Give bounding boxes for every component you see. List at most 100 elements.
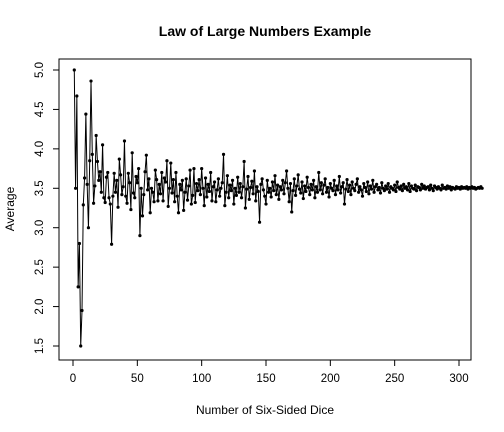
data-point [381, 186, 385, 190]
data-point [216, 177, 220, 181]
data-point [413, 183, 417, 187]
x-axis-label: Number of Six-Sided Dice [196, 403, 334, 417]
data-point [279, 188, 284, 192]
data-point [346, 189, 350, 194]
data-point [431, 189, 435, 193]
data-point [263, 194, 267, 198]
data-point [242, 159, 246, 164]
data-point [353, 189, 357, 193]
data-point [282, 192, 286, 196]
data-point [305, 175, 309, 179]
y-tick-label: 3.0 [34, 220, 46, 236]
data-point [125, 201, 129, 205]
data-point [274, 192, 278, 197]
data-point [404, 185, 408, 189]
y-tick-label: 3.5 [34, 180, 46, 196]
data-point [227, 196, 231, 200]
data-point [100, 143, 105, 147]
data-point [407, 181, 411, 186]
data-point [309, 182, 313, 186]
data-point [197, 178, 201, 182]
data-point [73, 186, 78, 190]
data-point [283, 181, 287, 185]
data-point [134, 174, 138, 179]
data-point [144, 153, 148, 157]
data-point [202, 204, 206, 208]
data-point [75, 94, 79, 98]
data-point [323, 177, 327, 181]
data-point [286, 186, 290, 190]
data-point [102, 196, 106, 200]
data-point [400, 189, 404, 193]
x-tick-label: 100 [192, 373, 211, 385]
data-point [351, 186, 356, 190]
data-point [205, 195, 209, 199]
data-point [402, 182, 406, 186]
data-point [230, 178, 235, 182]
data-point [79, 344, 83, 348]
data-point [228, 183, 232, 187]
data-point [366, 180, 370, 184]
data-point [81, 203, 85, 207]
data-point [215, 188, 219, 192]
data-point [417, 185, 421, 190]
data-point [458, 187, 462, 191]
data-point [373, 185, 377, 189]
data-point [241, 185, 245, 189]
data-point [156, 199, 160, 203]
data-point [296, 173, 300, 177]
data-point [251, 192, 255, 196]
data-point [188, 168, 192, 172]
data-point [250, 179, 254, 183]
data-point [384, 184, 388, 188]
data-point [290, 210, 294, 214]
data-point [430, 186, 434, 190]
data-point [176, 211, 181, 215]
data-point [248, 185, 253, 190]
x-axis: 0 50 100 150 200 250 300 [70, 359, 469, 385]
data-point [103, 200, 107, 205]
data-point [426, 185, 430, 189]
data-point [243, 206, 248, 210]
data-point [111, 194, 115, 198]
data-point [167, 186, 172, 190]
data-point [112, 171, 116, 175]
data-point [151, 190, 155, 194]
data-point [162, 176, 166, 180]
data-point [142, 192, 146, 197]
data-point [117, 157, 121, 161]
data-point [224, 190, 228, 194]
data-point [278, 185, 282, 189]
data-point [288, 181, 293, 186]
data-point [385, 187, 389, 191]
plot-frame [58, 58, 472, 361]
data-point [480, 186, 484, 190]
data-point [198, 192, 202, 197]
data-point [225, 174, 229, 178]
data-point [184, 177, 188, 181]
data-point [119, 173, 123, 177]
data-point [284, 169, 289, 173]
data-point [121, 185, 125, 189]
y-tick-label: 2.0 [34, 299, 46, 315]
data-point [129, 207, 133, 212]
data-point [212, 180, 217, 184]
data-point [408, 189, 412, 194]
data-point [313, 196, 317, 200]
data-point [86, 226, 91, 230]
data-point [203, 176, 208, 180]
data-point [340, 185, 344, 189]
data-point [359, 188, 363, 192]
data-point [268, 186, 272, 190]
data-point [372, 190, 376, 194]
data-point [344, 187, 348, 191]
data-point [328, 181, 332, 186]
data-point [422, 184, 426, 188]
data-point [160, 170, 164, 175]
data-point [382, 189, 386, 193]
data-point [326, 185, 330, 190]
data-point [341, 181, 345, 185]
data-point [80, 308, 84, 313]
data-point [196, 189, 200, 193]
y-axis-label: Average [3, 186, 17, 231]
